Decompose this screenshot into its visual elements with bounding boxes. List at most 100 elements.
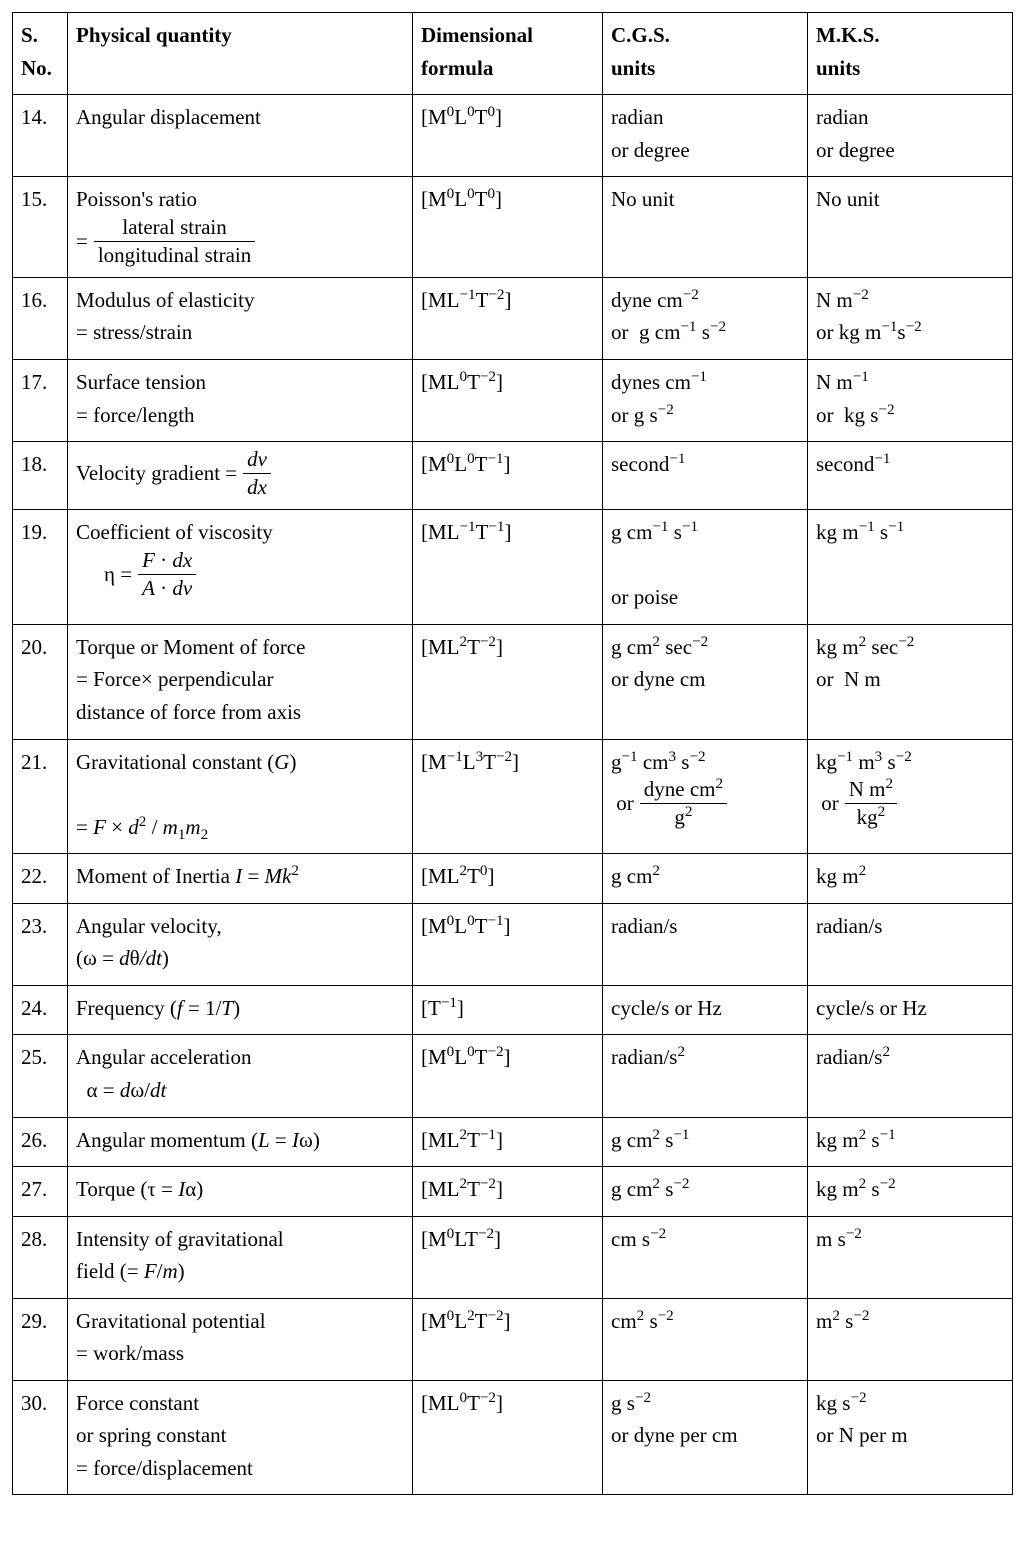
cell-cgs-units: second−1 <box>603 442 808 510</box>
cell-dimensional-formula: [ML0T−2] <box>413 1380 603 1495</box>
cell-physical-quantity: Gravitational potential= work/mass <box>68 1298 413 1380</box>
cell-cgs-units: g cm2 sec−2or dyne cm <box>603 624 808 739</box>
cell-mks-units: kg s−2or N per m <box>808 1380 1013 1495</box>
cell-mks-units: kg m2 sec−2or N m <box>808 624 1013 739</box>
cell-sno: 21. <box>13 739 68 854</box>
cell-dimensional-formula: [M0L0T0] <box>413 95 603 177</box>
table-row: 16.Modulus of elasticity= stress/strain[… <box>13 277 1013 359</box>
cell-sno: 28. <box>13 1216 68 1298</box>
cell-mks-units: m2 s−2 <box>808 1298 1013 1380</box>
cell-dimensional-formula: [ML2T−1] <box>413 1117 603 1167</box>
cell-dimensional-formula: [ML2T−2] <box>413 1167 603 1217</box>
table-row: 27.Torque (τ = Iα)[ML2T−2]g cm2 s−2kg m2… <box>13 1167 1013 1217</box>
table-row: 19.Coefficient of viscosityη = F · dxA ·… <box>13 510 1013 625</box>
cell-physical-quantity: Poisson's ratio= lateral strainlongitudi… <box>68 177 413 278</box>
cell-dimensional-formula: [M0L2T−2] <box>413 1298 603 1380</box>
cell-cgs-units: g cm−1 s−1or poise <box>603 510 808 625</box>
cell-cgs-units: g cm2 s−1 <box>603 1117 808 1167</box>
cell-dimensional-formula: [M−1L3T−2] <box>413 739 603 854</box>
cell-mks-units: N m−2or kg m−1s−2 <box>808 277 1013 359</box>
cell-mks-units: kg m2 <box>808 854 1013 904</box>
table-row: 17.Surface tension= force/length[ML0T−2]… <box>13 360 1013 442</box>
table-row: 15.Poisson's ratio= lateral strainlongit… <box>13 177 1013 278</box>
cell-mks-units: kg m2 s−2 <box>808 1167 1013 1217</box>
table-row: 24.Frequency (f = 1/T)[T−1]cycle/s or Hz… <box>13 985 1013 1035</box>
cell-physical-quantity: Modulus of elasticity= stress/strain <box>68 277 413 359</box>
cell-sno: 23. <box>13 903 68 985</box>
cell-dimensional-formula: [ML−1T−2] <box>413 277 603 359</box>
cell-mks-units: cycle/s or Hz <box>808 985 1013 1035</box>
cell-physical-quantity: Frequency (f = 1/T) <box>68 985 413 1035</box>
cell-dimensional-formula: [ML2T0] <box>413 854 603 904</box>
table-row: 20.Torque or Moment of force= Force× per… <box>13 624 1013 739</box>
header-pq: Physical quantity <box>68 13 413 95</box>
cell-dimensional-formula: [M0LT−2] <box>413 1216 603 1298</box>
cell-physical-quantity: Torque or Moment of force= Force× perpen… <box>68 624 413 739</box>
cell-cgs-units: radian/s <box>603 903 808 985</box>
cell-sno: 16. <box>13 277 68 359</box>
cell-physical-quantity: Force constantor spring constant= force/… <box>68 1380 413 1495</box>
cell-sno: 18. <box>13 442 68 510</box>
cell-cgs-units: cm2 s−2 <box>603 1298 808 1380</box>
cell-cgs-units: cycle/s or Hz <box>603 985 808 1035</box>
cell-mks-units: radian/s <box>808 903 1013 985</box>
cell-dimensional-formula: [M0L0T−1] <box>413 903 603 985</box>
cell-sno: 24. <box>13 985 68 1035</box>
cell-cgs-units: dyne cm−2or g cm−1 s−2 <box>603 277 808 359</box>
cell-physical-quantity: Angular velocity,(ω = dθ/dt) <box>68 903 413 985</box>
table-row: 26.Angular momentum (L = Iω)[ML2T−1]g cm… <box>13 1117 1013 1167</box>
cell-dimensional-formula: [M0L0T−2] <box>413 1035 603 1117</box>
cell-cgs-units: dynes cm−1or g s−2 <box>603 360 808 442</box>
table-row: 21.Gravitational constant (G)= F × d2 / … <box>13 739 1013 854</box>
cell-mks-units: kg m2 s−1 <box>808 1117 1013 1167</box>
cell-physical-quantity: Surface tension= force/length <box>68 360 413 442</box>
cell-dimensional-formula: [M0L0T0] <box>413 177 603 278</box>
header-cgs: C.G.S.units <box>603 13 808 95</box>
cell-physical-quantity: Moment of Inertia I = Mk2 <box>68 854 413 904</box>
cell-sno: 25. <box>13 1035 68 1117</box>
cell-mks-units: kg−1 m3 s−2 or N m2kg2 <box>808 739 1013 854</box>
table-row: 29.Gravitational potential= work/mass[M0… <box>13 1298 1013 1380</box>
cell-dimensional-formula: [ML0T−2] <box>413 360 603 442</box>
cell-physical-quantity: Torque (τ = Iα) <box>68 1167 413 1217</box>
cell-cgs-units: No unit <box>603 177 808 278</box>
cell-mks-units: second−1 <box>808 442 1013 510</box>
cell-physical-quantity: Gravitational constant (G)= F × d2 / m1m… <box>68 739 413 854</box>
table-row: 28.Intensity of gravitationalfield (= F/… <box>13 1216 1013 1298</box>
dimensional-formula-table: S.No. Physical quantity Dimensional form… <box>12 12 1013 1495</box>
cell-cgs-units: g s−2or dyne per cm <box>603 1380 808 1495</box>
cell-dimensional-formula: [ML−1T−1] <box>413 510 603 625</box>
cell-mks-units: radianor degree <box>808 95 1013 177</box>
cell-physical-quantity: Coefficient of viscosityη = F · dxA · dv <box>68 510 413 625</box>
cell-sno: 20. <box>13 624 68 739</box>
cell-sno: 30. <box>13 1380 68 1495</box>
header-df: Dimensional formula <box>413 13 603 95</box>
cell-cgs-units: cm s−2 <box>603 1216 808 1298</box>
cell-physical-quantity: Intensity of gravitationalfield (= F/m) <box>68 1216 413 1298</box>
cell-cgs-units: radianor degree <box>603 95 808 177</box>
table-row: 22.Moment of Inertia I = Mk2[ML2T0]g cm2… <box>13 854 1013 904</box>
cell-cgs-units: radian/s2 <box>603 1035 808 1117</box>
table-row: 23.Angular velocity,(ω = dθ/dt)[M0L0T−1]… <box>13 903 1013 985</box>
table-row: 14.Angular displacement[M0L0T0]radianor … <box>13 95 1013 177</box>
cell-sno: 29. <box>13 1298 68 1380</box>
cell-sno: 19. <box>13 510 68 625</box>
table-body: 14.Angular displacement[M0L0T0]radianor … <box>13 95 1013 1495</box>
cell-physical-quantity: Angular acceleration α = dω/dt <box>68 1035 413 1117</box>
cell-cgs-units: g−1 cm3 s−2 or dyne cm2g2 <box>603 739 808 854</box>
cell-cgs-units: g cm2 s−2 <box>603 1167 808 1217</box>
cell-sno: 17. <box>13 360 68 442</box>
cell-mks-units: kg m−1 s−1 <box>808 510 1013 625</box>
cell-mks-units: N m−1or kg s−2 <box>808 360 1013 442</box>
cell-sno: 26. <box>13 1117 68 1167</box>
cell-mks-units: radian/s2 <box>808 1035 1013 1117</box>
cell-mks-units: m s−2 <box>808 1216 1013 1298</box>
table-row: 18.Velocity gradient = dvdx[M0L0T−1]seco… <box>13 442 1013 510</box>
table-row: 30.Force constantor spring constant= for… <box>13 1380 1013 1495</box>
cell-sno: 27. <box>13 1167 68 1217</box>
header-mks: M.K.S. units <box>808 13 1013 95</box>
cell-dimensional-formula: [T−1] <box>413 985 603 1035</box>
cell-cgs-units: g cm2 <box>603 854 808 904</box>
cell-physical-quantity: Angular displacement <box>68 95 413 177</box>
cell-physical-quantity: Velocity gradient = dvdx <box>68 442 413 510</box>
